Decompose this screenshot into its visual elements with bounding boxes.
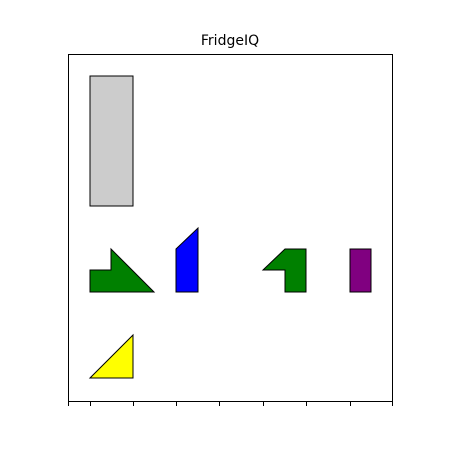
green-l-triangle-piece[interactable] <box>89 247 156 293</box>
yellow-triangle-piece[interactable] <box>88 333 134 379</box>
board-ticks <box>68 401 393 406</box>
green-hook-piece[interactable] <box>261 248 307 293</box>
grey-rectangle-piece[interactable] <box>89 75 134 207</box>
purple-rectangle-piece[interactable] <box>349 248 372 293</box>
blue-parallelogram-piece[interactable] <box>175 226 199 293</box>
window-title: FridgeIQ <box>200 33 260 49</box>
